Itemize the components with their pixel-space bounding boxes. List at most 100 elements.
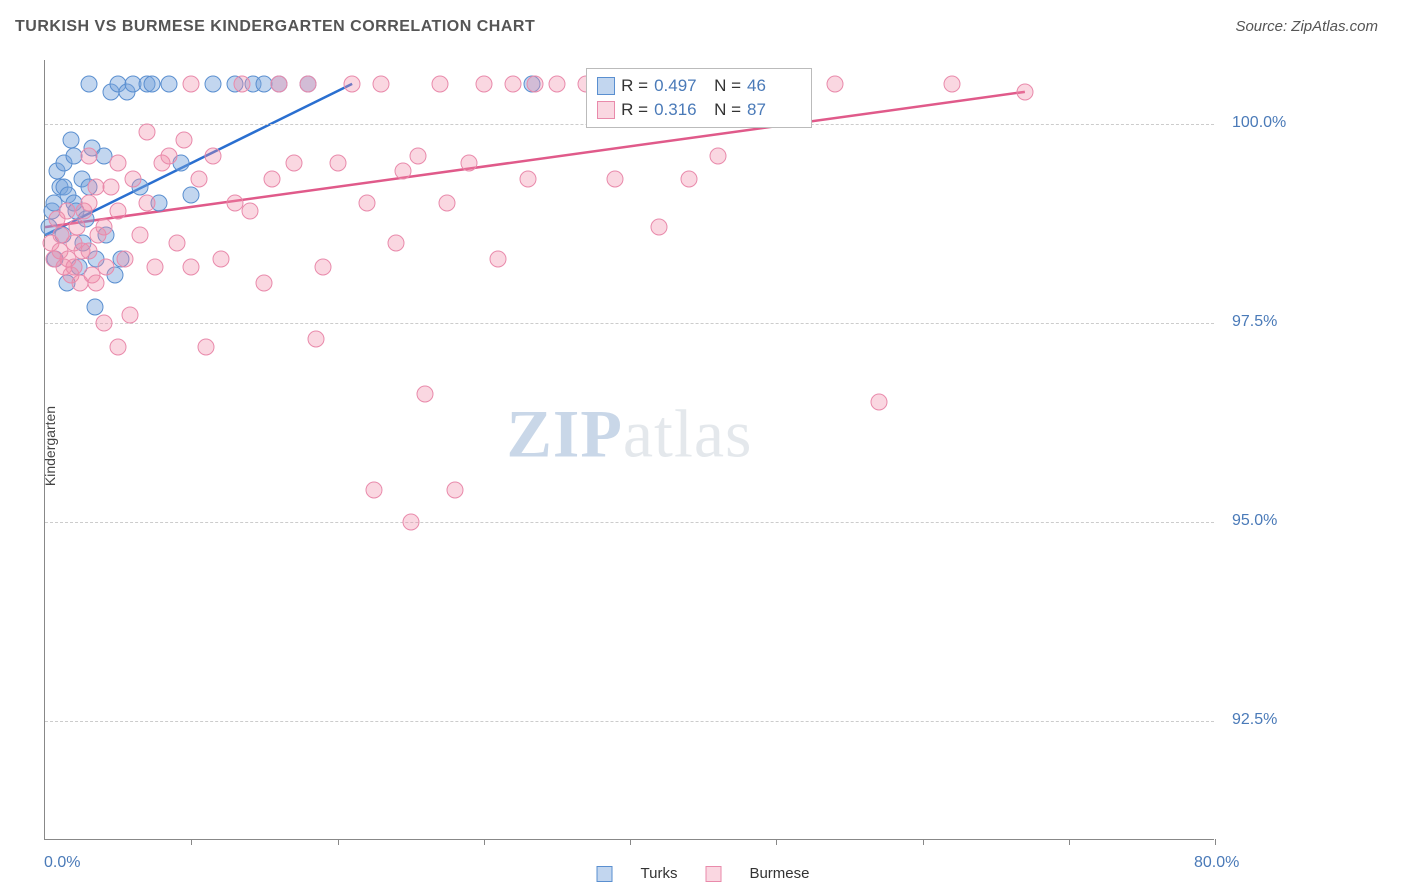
scatter-point [175,131,192,148]
y-tick-label: 97.5% [1232,313,1277,331]
scatter-point [58,203,75,220]
scatter-point [519,171,536,188]
scatter-point [826,75,843,92]
stat-n-value: 87 [747,100,801,120]
scatter-point [490,250,507,267]
scatter-point [417,386,434,403]
x-tick [923,839,924,845]
scatter-point [256,274,273,291]
scatter-point [526,75,543,92]
scatter-point [124,171,141,188]
footer-legend-burmese: Burmese [749,865,809,882]
scatter-point [548,75,565,92]
gridline [45,323,1214,324]
gridline [45,721,1214,722]
stat-r-label: R = [621,76,648,96]
y-tick-label: 100.0% [1232,114,1286,132]
scatter-point [263,171,280,188]
scatter-point [505,75,522,92]
scatter-point [161,147,178,164]
y-tick-label: 92.5% [1232,711,1277,729]
watermark-zip: ZIP [507,395,623,471]
scatter-point [402,513,419,530]
stats-legend-row: R = 0.497 N = 46 [597,74,801,98]
scatter-point [358,195,375,212]
scatter-point [139,123,156,140]
scatter-point [63,131,80,148]
x-tick [1069,839,1070,845]
scatter-point [344,75,361,92]
scatter-point [139,195,156,212]
scatter-point [870,394,887,411]
footer-legend-turks: Turks [641,865,678,882]
scatter-point [143,75,160,92]
chart-title: TURKISH VS BURMESE KINDERGARTEN CORRELAT… [15,18,535,36]
legend-swatch-icon [597,77,615,95]
turks-swatch-icon [597,866,613,882]
plot-area: ZIPatlas R = 0.497 N = 46R = 0.316 N = 8… [44,60,1214,840]
scatter-point [439,195,456,212]
scatter-point [329,155,346,172]
scatter-point [183,187,200,204]
scatter-point [431,75,448,92]
scatter-point [409,147,426,164]
x-tick [1215,839,1216,845]
stat-n-value: 46 [747,76,801,96]
scatter-point [1016,83,1033,100]
burmese-swatch-icon [705,866,721,882]
scatter-point [86,298,103,315]
scatter-point [395,163,412,180]
stat-r-value: 0.316 [654,100,708,120]
scatter-point [80,147,97,164]
scatter-point [680,171,697,188]
scatter-point [121,306,138,323]
scatter-point [80,75,97,92]
stats-legend-box: R = 0.497 N = 46R = 0.316 N = 87 [586,68,812,128]
scatter-point [98,258,115,275]
scatter-point [132,227,149,244]
scatter-point [271,75,288,92]
stat-r-label: R = [621,100,648,120]
x-tick [338,839,339,845]
scatter-point [197,338,214,355]
legend-swatch-icon [597,101,615,119]
scatter-point [607,171,624,188]
scatter-point [709,147,726,164]
scatter-point [69,219,86,236]
watermark: ZIPatlas [507,394,753,473]
scatter-point [110,155,127,172]
scatter-point [307,330,324,347]
chart-container: TURKISH VS BURMESE KINDERGARTEN CORRELAT… [0,0,1406,892]
scatter-point [234,75,251,92]
scatter-point [446,481,463,498]
scatter-point [183,75,200,92]
scatter-point [102,179,119,196]
scatter-point [300,75,317,92]
scatter-point [241,203,258,220]
scatter-point [366,481,383,498]
footer-legend: Turks Burmese [597,865,810,882]
scatter-point [66,258,83,275]
x-min-label: 0.0% [44,854,80,872]
scatter-point [88,274,105,291]
source-label: Source: ZipAtlas.com [1235,18,1378,35]
x-tick [484,839,485,845]
scatter-point [183,258,200,275]
stat-r-value: 0.497 [654,76,708,96]
gridline [45,522,1214,523]
scatter-point [373,75,390,92]
scatter-point [205,147,222,164]
scatter-point [110,203,127,220]
stats-legend-row: R = 0.316 N = 87 [597,98,801,122]
scatter-point [651,219,668,236]
scatter-point [388,235,405,252]
scatter-point [943,75,960,92]
x-tick [776,839,777,845]
scatter-point [314,258,331,275]
trend-line [45,92,1025,227]
x-max-label: 80.0% [1194,854,1239,872]
scatter-point [146,258,163,275]
scatter-point [117,250,134,267]
scatter-point [205,75,222,92]
scatter-point [475,75,492,92]
